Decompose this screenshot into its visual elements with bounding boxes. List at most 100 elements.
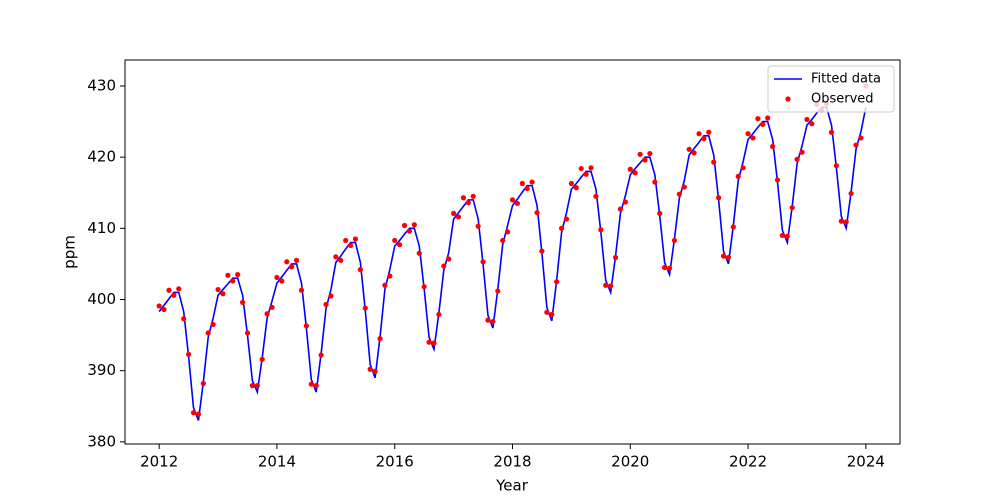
observed-point xyxy=(779,232,785,239)
observed-point xyxy=(794,156,800,162)
observed-point xyxy=(426,339,432,345)
observed-point xyxy=(544,309,550,315)
observed-point xyxy=(770,143,776,150)
observed-point xyxy=(519,180,525,187)
observed-point xyxy=(313,383,319,389)
observed-point xyxy=(598,227,604,233)
observed-point xyxy=(171,292,177,298)
observed-point xyxy=(431,340,437,346)
observed-point xyxy=(524,185,530,192)
observed-point xyxy=(858,135,864,141)
observed-point xyxy=(789,205,795,211)
observed-point xyxy=(765,115,771,121)
observed-point xyxy=(293,257,300,263)
x-tick-label: 2018 xyxy=(493,453,531,471)
observed-point xyxy=(642,157,648,163)
observed-point xyxy=(730,224,736,230)
observed-point xyxy=(362,305,368,311)
y-tick-label: 390 xyxy=(87,361,116,379)
observed-point xyxy=(755,116,761,122)
observed-point xyxy=(720,253,727,259)
observed-point xyxy=(470,193,476,199)
observed-point xyxy=(809,121,815,127)
x-tick-label: 2014 xyxy=(258,453,296,471)
observed-point xyxy=(701,136,707,142)
observed-point xyxy=(186,351,192,357)
observed-point xyxy=(249,383,255,389)
observed-point xyxy=(509,197,516,203)
observed-point xyxy=(848,190,854,197)
observed-point xyxy=(289,264,295,270)
observed-point xyxy=(338,257,344,263)
observed-point xyxy=(534,210,540,216)
legend-box xyxy=(767,65,895,113)
observed-point xyxy=(608,283,614,289)
observed-point xyxy=(220,291,226,297)
observed-point xyxy=(181,316,187,322)
legend-label: Fitted data xyxy=(811,72,881,87)
observed-point xyxy=(760,121,766,128)
observed-point xyxy=(505,229,511,235)
observed-point xyxy=(352,236,359,242)
observed-point xyxy=(284,259,290,265)
observed-point xyxy=(480,259,486,265)
observed-point xyxy=(264,311,270,317)
observed-point xyxy=(465,200,471,206)
observed-point xyxy=(657,210,663,216)
observed-point xyxy=(745,131,751,137)
observed-point xyxy=(637,151,643,157)
observed-point xyxy=(578,165,584,172)
observed-point xyxy=(387,273,393,279)
observed-point xyxy=(632,170,638,176)
observed-point xyxy=(303,323,309,329)
y-tick-label: 380 xyxy=(87,432,116,450)
observed-point xyxy=(240,299,246,305)
observed-point xyxy=(323,301,329,308)
observed-point xyxy=(735,173,741,179)
observed-point xyxy=(156,303,162,309)
observed-point xyxy=(740,165,746,171)
observed-point xyxy=(725,254,732,261)
observed-point xyxy=(176,286,182,292)
observed-point xyxy=(833,163,839,169)
y-tick-label: 430 xyxy=(87,76,116,94)
observed-point xyxy=(583,171,589,177)
observed-point xyxy=(333,254,339,260)
observed-point xyxy=(397,242,403,248)
observed-point xyxy=(716,195,722,201)
observed-point xyxy=(392,237,398,244)
observed-point xyxy=(681,184,687,190)
observed-point xyxy=(485,317,491,323)
observed-point xyxy=(588,165,594,171)
y-tick-label: 420 xyxy=(87,148,116,166)
observed-point xyxy=(662,264,668,271)
observed-point xyxy=(254,383,260,389)
observed-point xyxy=(475,223,481,229)
observed-point xyxy=(563,216,570,222)
x-tick-label: 2020 xyxy=(611,453,649,471)
observed-point xyxy=(161,306,167,313)
observed-point xyxy=(190,410,197,416)
x-tick-label: 2022 xyxy=(729,453,767,471)
observed-point xyxy=(195,411,202,417)
fitted-line xyxy=(158,106,867,421)
observed-point xyxy=(691,150,697,156)
observed-point xyxy=(539,248,545,254)
observed-point xyxy=(568,180,574,187)
observed-point xyxy=(612,254,619,261)
x-tick-label: 2012 xyxy=(140,453,178,471)
y-tick-label: 400 xyxy=(87,290,116,308)
observed-point xyxy=(799,149,805,155)
observed-point xyxy=(441,263,447,269)
observed-point xyxy=(377,336,383,342)
observed-point xyxy=(671,237,678,244)
observed-point xyxy=(372,368,378,374)
observed-point xyxy=(357,267,363,273)
observed-point xyxy=(382,282,388,288)
observed-point xyxy=(318,352,324,358)
observed-point xyxy=(647,150,653,157)
observed-point xyxy=(406,228,413,234)
observed-point xyxy=(166,287,172,293)
observed-point xyxy=(225,272,231,278)
